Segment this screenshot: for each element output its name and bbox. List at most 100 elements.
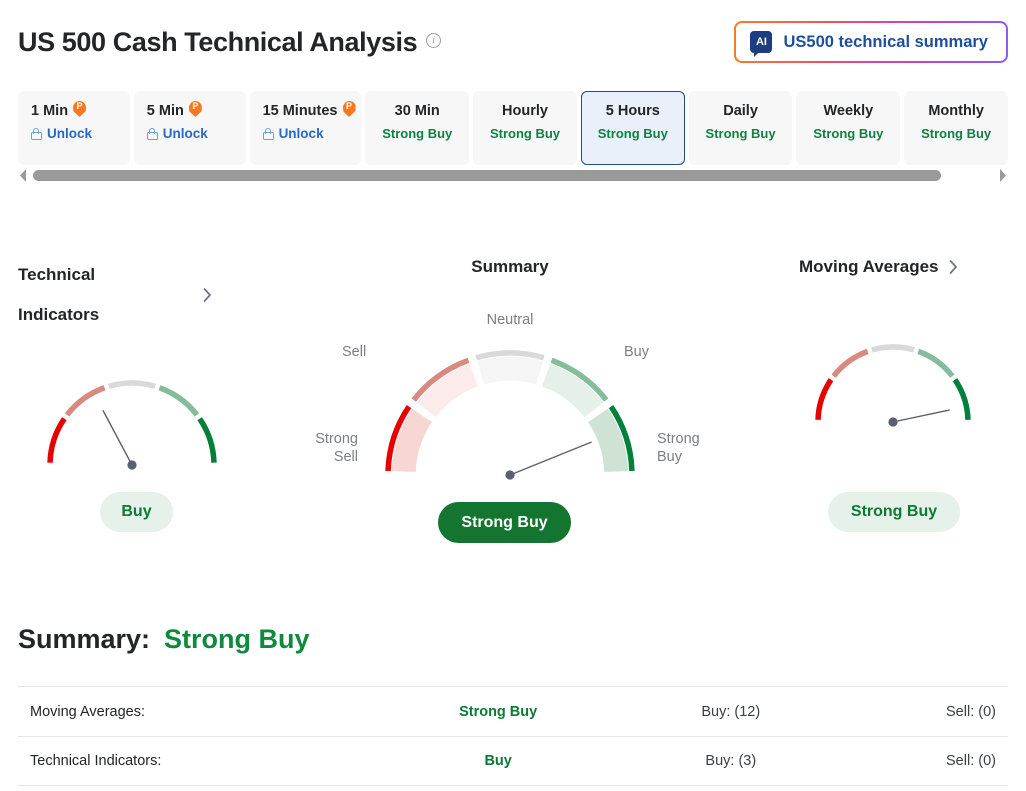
timeframe-tab-hourly[interactable]: Hourly Strong Buy: [473, 91, 577, 165]
timeframe-tab-5-min[interactable]: 5 Min P Unlock: [133, 91, 246, 165]
gauge-zone-fill-sell: [416, 363, 478, 418]
technical-indicators-panel: Technical Indicators Buy: [18, 255, 308, 532]
unlock-label: Unlock: [162, 126, 208, 141]
gauge-label-neutral: Neutral: [486, 312, 534, 328]
timeframe-tabs-area: 1 Min P Unlock 5 Min P Unlock 15 Minutes P Unloc…: [18, 91, 1009, 165]
tab-signal: Strong Buy: [813, 126, 884, 141]
gauge-zone-arc-neutral: [871, 344, 915, 353]
gauges-row: Technical Indicators Buy Summary Strong …: [0, 255, 1026, 565]
triangle-left-icon[interactable]: [18, 168, 28, 183]
gauge-zone-arc-strong_sell: [385, 405, 412, 472]
technical-indicators-header[interactable]: Technical Indicators: [18, 255, 308, 335]
gauge-label-strong-buy: Strong Buy: [657, 431, 700, 465]
summary-heading-value: Strong Buy: [164, 624, 310, 654]
tab-label: Weekly: [824, 103, 874, 119]
tab-name-text: 15 Minutes: [262, 103, 338, 119]
tab-name-text: 5 Min: [146, 103, 184, 119]
timeframe-tab-5-hours[interactable]: 5 Hours Strong Buy: [580, 91, 685, 165]
tab-signal: Strong Buy: [921, 126, 992, 141]
title-wrap: US 500 Cash Technical Analysis i: [18, 23, 442, 61]
lock-icon: [262, 127, 274, 140]
technical-indicators-title: Technical Indicators: [18, 255, 193, 335]
ai-technical-summary-button[interactable]: AI US500 technical summary: [734, 21, 1008, 63]
gauge-needle-pivot: [127, 460, 137, 470]
gauge-label-buy: Buy: [624, 344, 649, 360]
summary-row-buy-count: Buy: (3): [705, 753, 757, 769]
tab-name-text: Monthly: [928, 103, 984, 119]
gauge-label-sell: Sell: [342, 344, 367, 360]
scrollbar-track[interactable]: [33, 170, 993, 181]
pro-badge-icon: P: [342, 101, 356, 117]
moving-averages-verdict-pill[interactable]: Strong Buy: [828, 492, 960, 532]
summary-heading-label: Summary:: [18, 624, 151, 654]
tab-signal: Strong Buy: [705, 126, 776, 141]
gauge-needle: [892, 409, 950, 423]
chevron-right-icon[interactable]: [949, 260, 958, 274]
tab-name-text: Hourly: [502, 103, 548, 119]
gauge-zone-arc-strong_sell: [47, 417, 67, 463]
page-header: US 500 Cash Technical Analysis i AI US50…: [18, 18, 1008, 66]
pro-badge-letter: P: [188, 101, 202, 117]
gauge-zone-fill-strong_sell: [391, 408, 432, 472]
summary-row-sell-count: Sell: (0): [946, 753, 996, 769]
unlock-link[interactable]: Unlock: [31, 126, 92, 141]
gauge-zone-fill-buy: [542, 363, 604, 418]
scrollbar-thumb[interactable]: [33, 170, 942, 181]
gauge-zone-arc-sell: [831, 348, 869, 378]
gauge-zone-arc-sell: [411, 357, 470, 402]
gauge-zone-arc-strong_buy: [197, 417, 217, 463]
timeframe-tabs: 1 Min P Unlock 5 Min P Unlock 15 Minutes P Unloc…: [18, 91, 1009, 165]
timeframe-tab-daily[interactable]: Daily Strong Buy: [688, 91, 793, 165]
tab-name-text: 1 Min: [31, 103, 69, 119]
summary-row: Moving Averages: Strong Buy Buy: (12) Sell:…: [18, 686, 1008, 736]
gauge-needle-pivot: [505, 470, 515, 480]
gauge-needle: [509, 441, 592, 476]
title-line-2: Indicators: [18, 305, 100, 324]
timeframe-tab-30-min[interactable]: 30 Min Strong Buy: [365, 91, 470, 165]
moving-averages-header[interactable]: Moving Averages: [760, 255, 1025, 279]
gauge-zone-arc-strong_buy: [608, 405, 635, 472]
gauge-zone-arc-strong_buy: [952, 378, 971, 420]
triangle-right-icon[interactable]: [998, 168, 1008, 183]
technical-indicators-verdict-pill[interactable]: Buy: [100, 492, 173, 532]
lock-icon: [31, 127, 42, 140]
timeframe-tab-1-min[interactable]: 1 Min P Unlock: [18, 91, 130, 165]
unlock-label: Unlock: [47, 126, 93, 141]
chevron-right-icon[interactable]: [203, 288, 212, 302]
summary-row-buy-count: Buy: (12): [701, 703, 761, 720]
tab-label: 5 Min P: [146, 101, 202, 119]
gauge-zone-arc-buy: [158, 385, 200, 417]
gauge-zone-arc-sell: [64, 385, 106, 417]
gauge-zone-arc-buy: [550, 357, 609, 402]
gauge-zone-arc-neutral: [475, 350, 545, 361]
tabs-scrollbar[interactable]: [18, 168, 1008, 183]
pro-badge-icon: P: [188, 101, 202, 117]
summary-gauge-panel: Summary Strong Sell Sell Neutral Buy Str…: [315, 255, 700, 543]
tab-label: Monthly: [928, 103, 984, 119]
pro-badge-icon: P: [73, 101, 87, 117]
unlock-link[interactable]: Unlock: [146, 126, 208, 141]
summary-table: Moving Averages: Strong Buy Buy: (12) Sell:…: [18, 686, 1008, 786]
timeframe-tab-15-minutes[interactable]: 15 Minutes P Unlock: [249, 91, 362, 165]
gauge-needle-pivot: [888, 417, 898, 427]
timeframe-tab-weekly[interactable]: Weekly Strong Buy: [796, 91, 901, 165]
gauge-zone-arc-strong_sell: [815, 378, 834, 420]
tab-label: 5 Hours: [606, 103, 660, 119]
gauge-zone-arc-buy: [917, 348, 955, 378]
timeframe-tab-monthly[interactable]: Monthly Strong Buy: [904, 91, 1009, 165]
tab-name-text: 5 Hours: [605, 103, 660, 119]
moving-averages-panel: Moving Averages Strong Buy: [760, 255, 1025, 532]
summary-row: Technical Indicators: Buy Buy: (3) Sell: (0…: [18, 736, 1008, 786]
tab-signal: Strong Buy: [382, 126, 453, 141]
summary-row-name: Moving Averages:: [30, 703, 145, 720]
info-icon[interactable]: i: [426, 33, 442, 48]
ai-icon: AI: [750, 31, 773, 57]
tab-label: 15 Minutes P: [262, 101, 356, 119]
technical-indicators-gauge: [32, 353, 308, 473]
summary-heading: Summary: Strong Buy: [18, 624, 310, 655]
gauge-label-strong-sell: Strong Sell: [315, 431, 358, 465]
page-title: US 500 Cash Technical Analysis: [18, 27, 418, 57]
moving-averages-title: Moving Averages: [799, 257, 939, 276]
summary-verdict-pill[interactable]: Strong Buy: [438, 502, 571, 543]
unlock-link[interactable]: Unlock: [262, 126, 324, 141]
